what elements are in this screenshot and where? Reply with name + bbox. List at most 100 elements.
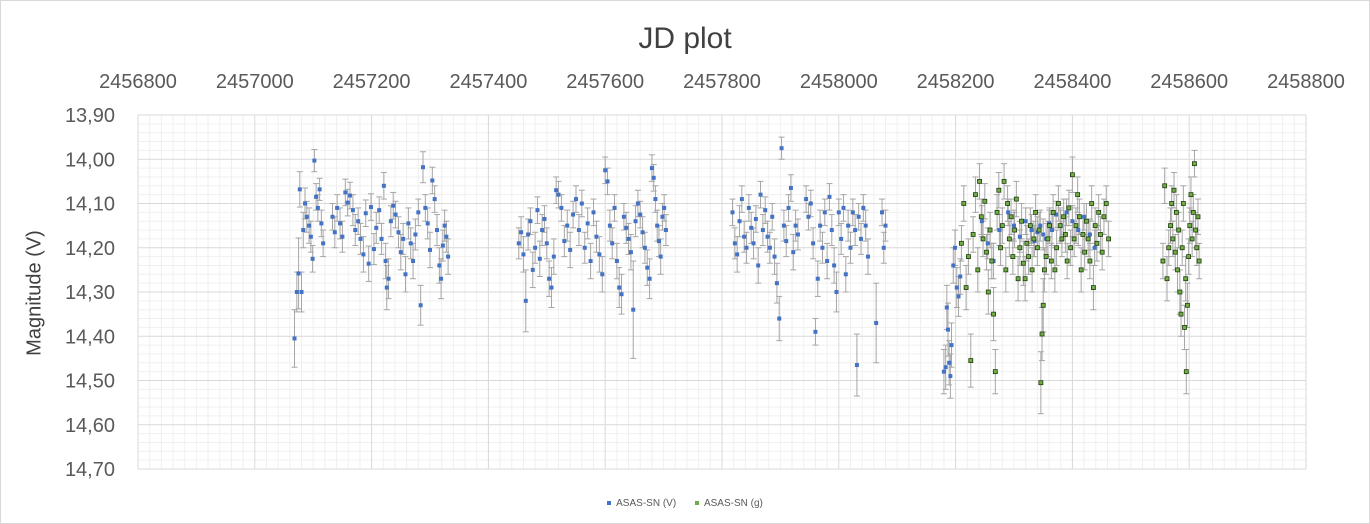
- point-v: [315, 205, 320, 210]
- point-v: [416, 210, 421, 215]
- legend-item-g: ASAS-SN (g): [694, 498, 763, 509]
- point-g: [978, 214, 984, 220]
- point-g: [1170, 236, 1176, 242]
- y-tick-label: 14,60: [65, 415, 115, 437]
- point-v: [883, 223, 888, 228]
- point-g: [1168, 223, 1173, 229]
- point-v: [588, 259, 593, 264]
- point-v: [363, 211, 368, 216]
- point-v: [384, 285, 389, 290]
- point-v: [374, 225, 379, 230]
- point-v: [808, 201, 813, 206]
- point-v: [1064, 210, 1069, 215]
- point-g: [1188, 192, 1194, 198]
- point-g: [1070, 172, 1075, 178]
- point-v: [299, 290, 304, 294]
- point-g: [1192, 161, 1197, 167]
- x-tick-label: 2458000: [800, 71, 878, 93]
- point-v: [535, 208, 540, 213]
- point-v: [1041, 232, 1046, 237]
- point-g: [970, 232, 976, 237]
- point-v: [307, 223, 312, 228]
- legend: ASAS-SN (V) ASAS-SN (g): [0, 497, 1370, 509]
- point-v: [947, 360, 952, 365]
- y-tick-label: 14,30: [65, 282, 115, 304]
- point-v: [614, 259, 619, 264]
- point-v: [294, 290, 299, 294]
- x-tick-label: 2457000: [216, 71, 294, 93]
- point-v: [388, 219, 393, 224]
- point-v: [340, 234, 345, 239]
- point-g: [1082, 249, 1088, 255]
- point-v: [829, 228, 834, 233]
- point-g: [1005, 201, 1010, 206]
- point-v: [597, 252, 602, 257]
- point-v: [335, 205, 340, 210]
- point-g: [966, 254, 971, 260]
- point-g: [959, 240, 964, 246]
- point-v: [526, 232, 531, 237]
- point-v: [739, 197, 744, 202]
- point-v: [350, 208, 355, 213]
- point-g: [1026, 254, 1031, 260]
- point-g: [987, 227, 993, 233]
- point-v: [296, 271, 301, 276]
- point-v: [619, 292, 624, 297]
- point-g: [1096, 209, 1102, 215]
- point-v: [565, 223, 570, 228]
- point-g: [1071, 236, 1077, 242]
- point-g: [1038, 380, 1044, 386]
- point-v: [314, 194, 319, 199]
- point-g: [1106, 236, 1112, 242]
- point-g: [992, 369, 998, 375]
- point-v: [571, 212, 576, 217]
- point-g: [1175, 267, 1180, 273]
- point-v: [386, 276, 391, 281]
- point-v: [393, 212, 398, 217]
- point-v: [353, 228, 358, 233]
- point-v: [403, 272, 408, 277]
- point-v: [303, 201, 308, 206]
- point-v: [874, 320, 879, 325]
- point-v: [811, 241, 816, 246]
- point-v: [345, 200, 350, 205]
- point-g: [989, 258, 995, 264]
- point-g: [1084, 218, 1089, 224]
- point-v: [624, 225, 629, 230]
- point-g: [1169, 201, 1175, 206]
- error-bars: [291, 136, 1203, 415]
- point-v: [806, 214, 811, 219]
- point-v: [866, 254, 870, 259]
- point-v: [640, 230, 645, 235]
- point-v: [551, 254, 556, 259]
- point-v: [1038, 223, 1043, 228]
- point-v: [753, 216, 758, 221]
- y-tick-label: 14,40: [65, 326, 115, 348]
- x-tick-label: 2457200: [333, 71, 411, 93]
- point-v: [791, 250, 796, 255]
- point-v: [1049, 228, 1054, 233]
- point-v: [848, 245, 853, 250]
- point-v: [658, 254, 663, 259]
- point-v: [292, 336, 297, 341]
- point-g: [1177, 289, 1183, 295]
- point-g: [1178, 311, 1184, 317]
- chart-title: JD plot: [638, 22, 732, 55]
- point-v: [332, 230, 337, 235]
- point-v: [1092, 245, 1097, 250]
- point-g: [1040, 302, 1046, 308]
- point-g: [1057, 223, 1063, 229]
- point-v: [631, 307, 636, 312]
- point-v: [381, 183, 386, 188]
- point-v: [861, 205, 866, 210]
- point-v: [763, 208, 768, 213]
- point-v: [343, 190, 348, 195]
- point-g: [1066, 205, 1072, 211]
- point-g: [1164, 276, 1170, 282]
- point-g: [1180, 201, 1186, 206]
- x-tick-label: 2456800: [99, 71, 177, 93]
- point-g: [1059, 236, 1065, 242]
- point-g: [1162, 183, 1168, 189]
- point-g: [984, 249, 989, 255]
- point-v: [628, 250, 633, 255]
